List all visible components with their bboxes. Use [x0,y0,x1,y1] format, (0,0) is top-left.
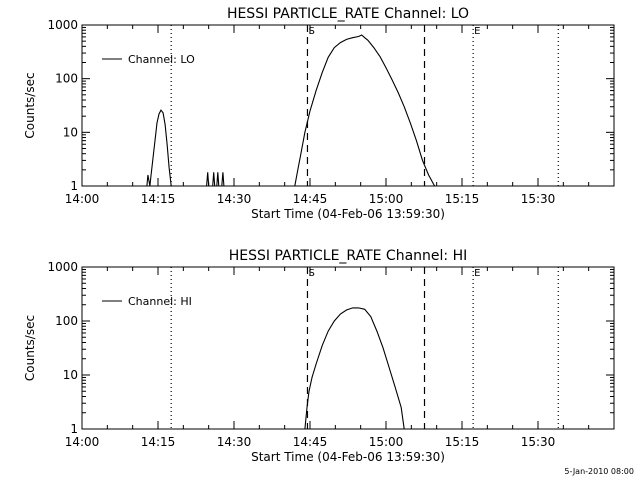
y-tick-label: 100 [55,314,78,328]
marker-label: E [474,26,480,37]
x-tick-label: 14:15 [141,192,176,206]
y-axis-label: Counts/sec [23,315,37,381]
x-tick-label: 15:00 [369,192,404,206]
x-tick-label: 15:00 [369,435,404,449]
marker-label: S [308,268,314,279]
x-tick-label: 14:45 [293,435,328,449]
y-tick-label: 1000 [47,18,78,32]
marker-label: S [308,26,314,37]
series-line [304,307,405,430]
y-tick-label: 1 [70,422,78,436]
y-tick-label: 10 [63,368,78,382]
y-axis-label: Counts/sec [23,72,37,138]
y-tick-label: 100 [55,72,78,86]
x-tick-label: 15:15 [445,192,480,206]
x-tick-label: 14:15 [141,435,176,449]
x-axis-label: Start Time (04-Feb-06 13:59:30) [251,450,445,464]
plot-frame [81,24,615,187]
x-tick-label: 14:00 [65,435,100,449]
series-line [146,34,436,187]
chart-title: HESSI PARTICLE_RATE Channel: HI [229,248,467,264]
plot-frame [81,266,615,430]
y-tick-label: 1000 [47,260,78,274]
x-tick-label: 14:30 [217,435,252,449]
chart-panel-lo: HESSI PARTICLE_RATE Channel: LO 14:00 14:1… [23,6,615,221]
x-tick-label: 15:15 [445,435,480,449]
x-tick-label: 14:45 [293,192,328,206]
marker-label: E [474,268,480,279]
x-axis-label: Start Time (04-Feb-06 13:59:30) [251,207,445,221]
chart-panel-hi: HESSI PARTICLE_RATE Channel: HI 14:00 14:1… [23,248,615,464]
legend-label: Channel: LO [128,53,195,66]
footer-timestamp: 5-Jan-2010 08:00 [564,467,634,476]
x-tick-label: 15:30 [521,435,556,449]
y-tick-label: 10 [63,125,78,139]
y-tick-label: 1 [70,179,78,193]
x-tick-label: 14:00 [65,192,100,206]
x-tick-label: 14:30 [217,192,252,206]
legend-label: Channel: HI [128,295,192,308]
x-tick-label: 15:30 [521,192,556,206]
chart-title: HESSI PARTICLE_RATE Channel: LO [227,6,469,22]
